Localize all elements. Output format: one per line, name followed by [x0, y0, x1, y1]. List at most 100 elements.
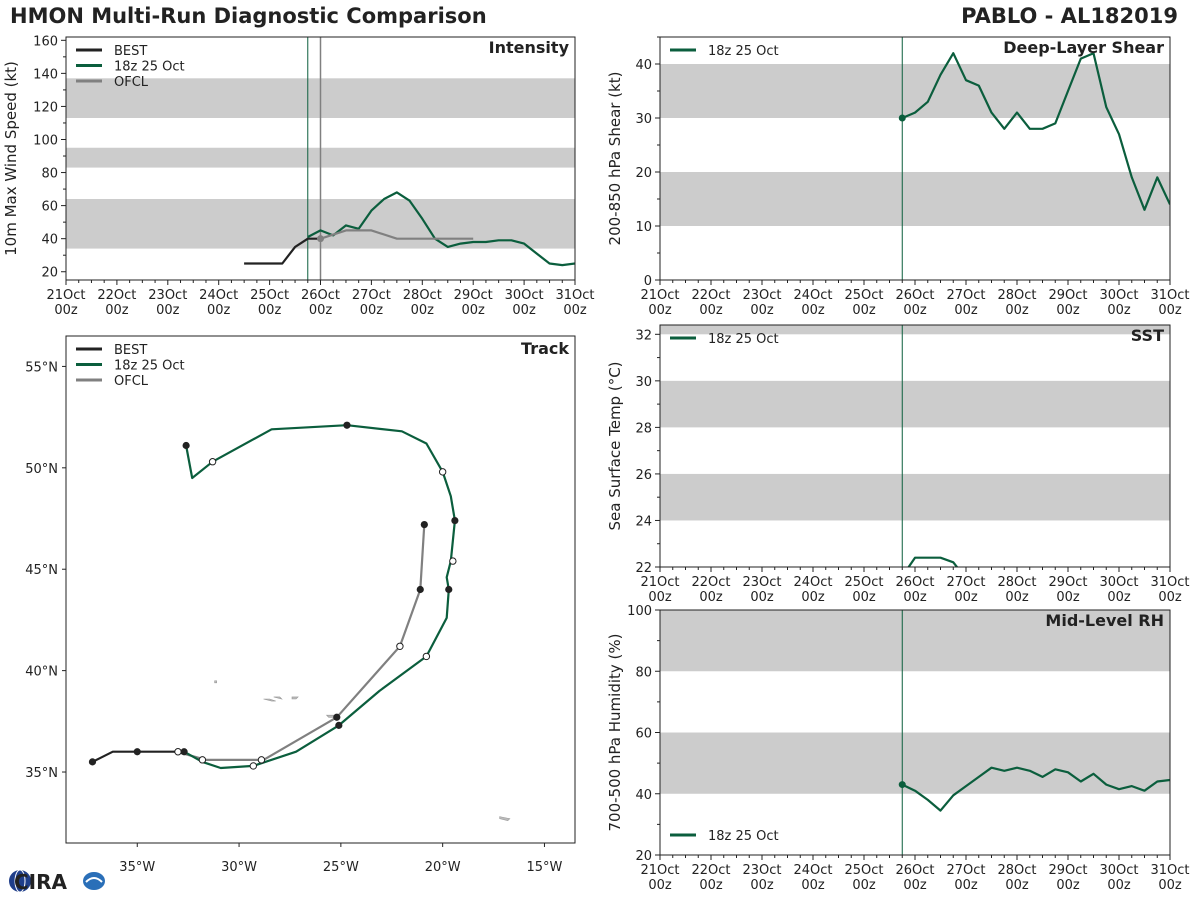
- x-tick-label: 28Oct: [997, 863, 1036, 878]
- track-point-12z: [198, 756, 207, 764]
- x-tick-label-hour: 00z: [1158, 878, 1182, 893]
- x-tick-label: 26Oct: [895, 575, 934, 590]
- island: [273, 696, 283, 700]
- panel-intensity: 2040608010012014016021Oct00z22Oct00z23Oc…: [2, 34, 595, 318]
- x-tick-label-hour: 00z: [105, 303, 129, 318]
- y-axis-label: 200-850 hPa Shear (kt): [606, 72, 624, 246]
- track-point-12z: [249, 762, 258, 770]
- y-tick-label: 80: [41, 167, 58, 182]
- legend-label: 18z 25 Oct: [114, 60, 185, 75]
- panel-title: SST: [1131, 326, 1164, 345]
- x-tick-label: 27Oct: [946, 863, 985, 878]
- plot-area-sst: [660, 325, 1170, 567]
- track-point-0z: [420, 521, 428, 529]
- x-tick-label-hour: 00z: [1158, 590, 1182, 605]
- x-tick-label: 22Oct: [691, 575, 730, 590]
- shade-band: [660, 325, 1170, 335]
- x-tick-label: 24Oct: [793, 863, 832, 878]
- shade-band: [660, 380, 1170, 428]
- track-point-12z: [449, 557, 457, 565]
- lat-tick-label: 50°N: [25, 462, 58, 477]
- x-tick-label: 30Oct: [505, 288, 544, 303]
- x-tick-label-hour: 00z: [699, 590, 723, 605]
- y-tick-label: 10: [635, 220, 652, 235]
- track-point-12z: [396, 642, 404, 650]
- legend-label: 18z 25 Oct: [708, 332, 779, 347]
- x-tick-label-hour: 00z: [1056, 303, 1080, 318]
- track-point-0z: [343, 421, 351, 429]
- x-tick-label-hour: 00z: [1056, 590, 1080, 605]
- x-tick-label: 23Oct: [742, 863, 781, 878]
- shade-band: [660, 610, 1170, 672]
- shade-band: [660, 172, 1170, 226]
- x-tick-label: 23Oct: [148, 288, 187, 303]
- track-point-0z: [182, 441, 190, 450]
- x-tick-label: 23Oct: [742, 575, 781, 590]
- x-tick-label: 25Oct: [844, 575, 883, 590]
- track-line-model: [183, 424, 456, 770]
- track-point-12z: [422, 652, 431, 661]
- x-tick-label: 27Oct: [946, 288, 985, 303]
- y-axis-label: Sea Surface Temp (°C): [606, 361, 624, 530]
- init-marker: [317, 235, 324, 243]
- x-tick-label-hour: 00z: [360, 303, 384, 318]
- x-tick-label-hour: 00z: [852, 590, 876, 605]
- y-axis-label: 10m Max Wind Speed (kt): [2, 61, 20, 256]
- x-tick-label-hour: 00z: [801, 590, 825, 605]
- x-tick-label-hour: 00z: [1107, 303, 1131, 318]
- legend-label: 18z 25 Oct: [114, 359, 185, 374]
- y-tick-label: 26: [635, 468, 652, 483]
- x-tick-label-hour: 00z: [54, 303, 78, 318]
- x-tick-label-hour: 00z: [852, 303, 876, 318]
- track-point-0z: [445, 585, 453, 594]
- y-tick-label: 20: [41, 266, 58, 281]
- x-tick-label-hour: 00z: [156, 303, 180, 318]
- y-tick-label: 40: [635, 788, 652, 803]
- y-tick-label: 0: [644, 274, 652, 289]
- lon-tick-label: 35°W: [119, 860, 155, 875]
- island: [263, 698, 276, 702]
- plot-area-intensity: [66, 37, 575, 280]
- series-line-model: [901, 52, 1170, 211]
- x-tick-label: 23Oct: [742, 288, 781, 303]
- legend-label: 18z 25 Oct: [708, 44, 779, 59]
- series-line-model: [907, 556, 959, 567]
- track-point-0z: [333, 713, 341, 721]
- x-tick-label: 27Oct: [352, 288, 391, 303]
- shade-band: [660, 732, 1170, 794]
- x-tick-label-hour: 00z: [1107, 590, 1131, 605]
- y-tick-label: 32: [635, 328, 652, 343]
- x-tick-label: 30Oct: [1099, 863, 1138, 878]
- series-line-model: [307, 191, 575, 267]
- track-point-0z: [180, 748, 188, 756]
- y-tick-label: 60: [41, 200, 58, 215]
- x-tick-label-hour: 00z: [1005, 303, 1029, 318]
- legend-label: OFCL: [114, 374, 149, 389]
- y-tick-label: 30: [635, 112, 652, 127]
- y-tick-label: 160: [33, 34, 58, 49]
- island: [499, 816, 511, 822]
- x-tick-label: 25Oct: [844, 288, 883, 303]
- x-tick-label-hour: 00z: [1158, 303, 1182, 318]
- x-tick-label-hour: 00z: [1005, 878, 1029, 893]
- x-tick-label-hour: 00z: [852, 878, 876, 893]
- x-tick-label-hour: 00z: [699, 303, 723, 318]
- x-tick-label-hour: 00z: [462, 303, 486, 318]
- cira-logo: CIRA: [6, 866, 106, 896]
- shade-band: [660, 473, 1170, 521]
- x-tick-label-hour: 00z: [699, 878, 723, 893]
- x-tick-label-hour: 00z: [750, 590, 774, 605]
- x-tick-label-hour: 00z: [954, 878, 978, 893]
- track-point-0z: [416, 585, 424, 594]
- panel-title: Mid-Level RH: [1045, 611, 1164, 630]
- x-tick-label: 26Oct: [895, 288, 934, 303]
- lat-tick-label: 35°N: [25, 766, 58, 781]
- x-tick-label-hour: 00z: [563, 303, 587, 318]
- legend-label: OFCL: [114, 75, 149, 90]
- x-tick-label: 24Oct: [793, 575, 832, 590]
- x-tick-label: 29Oct: [454, 288, 493, 303]
- island: [291, 696, 299, 700]
- x-tick-label-hour: 00z: [750, 303, 774, 318]
- x-tick-label: 22Oct: [691, 863, 730, 878]
- track-point-12z: [208, 458, 217, 466]
